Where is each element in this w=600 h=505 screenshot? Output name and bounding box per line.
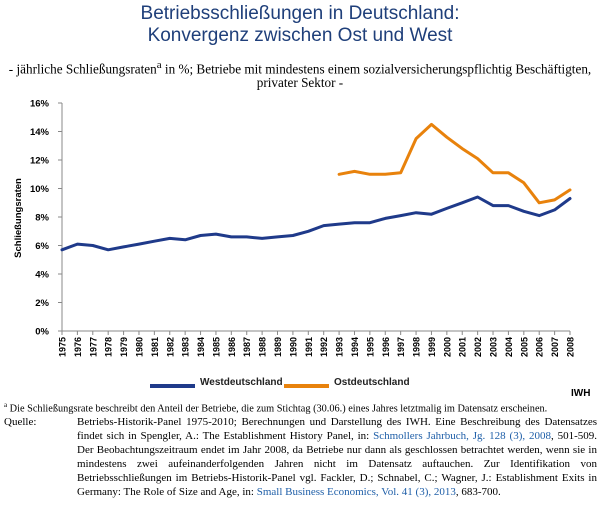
y-tick-label: 6% — [35, 241, 49, 252]
y-tick-label: 12% — [30, 156, 50, 167]
chart-title-line-2: Konvergenz zwischen Ost und West — [147, 25, 453, 46]
x-tick-label: 1984 — [196, 337, 206, 357]
footnote-marker: a — [4, 401, 8, 409]
x-tick-label: 1987 — [242, 337, 252, 357]
source-text-part-3: , 683-700. — [455, 486, 501, 498]
x-tick-label: 1982 — [165, 337, 175, 357]
y-tick-label: 4% — [35, 270, 49, 281]
legend-swatch-ostdeutschland — [284, 384, 329, 388]
x-tick-label: 1997 — [396, 337, 406, 357]
legend-label-westdeutschland: Westdeutschland — [200, 377, 283, 388]
x-tick-label: 1992 — [319, 337, 329, 357]
x-tick-label: 2007 — [550, 337, 560, 357]
x-tick-label: 2002 — [473, 337, 483, 357]
x-tick-label: 1996 — [381, 337, 391, 357]
y-axis-label: Schließungsraten — [13, 178, 24, 258]
source-text: Betriebs-Historik-Panel 1975-2010; Berec… — [77, 415, 597, 499]
chart-title-line-1: Betriebsschließungen in Deutschland: — [140, 3, 460, 24]
x-tick-label: 1985 — [211, 337, 221, 357]
legend-label-ostdeutschland: Ostdeutschland — [334, 377, 410, 388]
y-tick-label: 2% — [35, 298, 49, 309]
x-tick-label: 1983 — [181, 337, 191, 357]
subtitle-text-rest: in %; Betriebe mit mindestens einem sozi… — [161, 61, 592, 77]
footnote: a Die Schließungsrate beschreibt den Ant… — [4, 398, 547, 416]
x-tick-label: 1988 — [258, 337, 268, 357]
source-link-schmollers-jahrbuch[interactable]: Schmollers Jahrbuch, Jg. 128 (3), 2008 — [373, 430, 551, 442]
y-tick-label: 10% — [30, 184, 50, 195]
iwh-mark: IWH — [571, 388, 591, 399]
y-tick-label: 14% — [30, 127, 50, 138]
subtitle-footnote-marker: a — [156, 59, 162, 71]
x-tick-label: 1998 — [412, 337, 422, 357]
x-tick-label: 1986 — [227, 337, 237, 357]
line-chart: 0% 2% 4% 6% 8% 10% 12% 14% 16% 1975 1976 1977 1978 19… — [13, 99, 576, 358]
footnote-text: Die Schließungsrate beschreibt den Antei… — [7, 403, 548, 415]
x-tick-label: 1990 — [288, 337, 298, 357]
x-tick-label: 1976 — [73, 337, 83, 357]
series-line-ostdeutschland — [337, 122, 572, 205]
source-text-part-2: , 501-509. Der Beobachtungszeitraum ende… — [77, 430, 597, 498]
x-tick-label: 1981 — [150, 337, 160, 357]
x-tick-label: 2004 — [504, 337, 514, 357]
legend-swatch-westdeutschland — [150, 384, 195, 388]
chart-axes: 0% 2% 4% 6% 8% 10% 12% 14% 16% 1975 1976 1977 1978 19… — [30, 99, 576, 358]
x-tick-label: 1995 — [365, 337, 375, 357]
x-tick-label: 1975 — [58, 337, 68, 357]
x-tick-label: 1978 — [104, 337, 114, 357]
x-tick-label: 1980 — [134, 337, 144, 357]
source-label: Quelle: — [4, 416, 37, 428]
series-line-westdeutschland — [60, 195, 572, 252]
y-tick-label: 8% — [35, 213, 49, 224]
x-tick-label: 2005 — [519, 337, 529, 357]
subtitle-text: - jährliche Schließungsraten — [8, 61, 157, 77]
x-tick-label: 2001 — [458, 337, 468, 357]
x-tick-label: 1991 — [304, 337, 314, 357]
x-tick-label: 1999 — [427, 337, 437, 357]
source-link-small-business-economics[interactable]: Small Business Economics, Vol. 41 (3), 2… — [256, 486, 456, 498]
x-tick-label: 2008 — [566, 337, 576, 357]
x-tick-label: 2003 — [489, 337, 499, 357]
x-tick-label: 1977 — [88, 337, 98, 357]
x-tick-label: 1994 — [350, 337, 360, 357]
x-tick-label: 2006 — [535, 337, 545, 357]
y-tick-label: 16% — [30, 99, 50, 110]
x-tick-label: 1993 — [335, 337, 345, 357]
source-text-part-1: Betriebs-Historik-Panel 1975-2010; Berec… — [77, 416, 597, 442]
x-tick-label: 2000 — [442, 337, 452, 357]
chart-subtitle-line-2: privater Sektor - — [256, 75, 344, 90]
chart-series — [60, 122, 572, 252]
x-tick-label: 1989 — [273, 337, 283, 357]
x-tick-label: 1979 — [119, 337, 129, 357]
chart-subtitle-line-1: - jährliche Schließungsratena in %; Betr… — [0, 57, 600, 77]
y-tick-label: 0% — [35, 327, 49, 338]
